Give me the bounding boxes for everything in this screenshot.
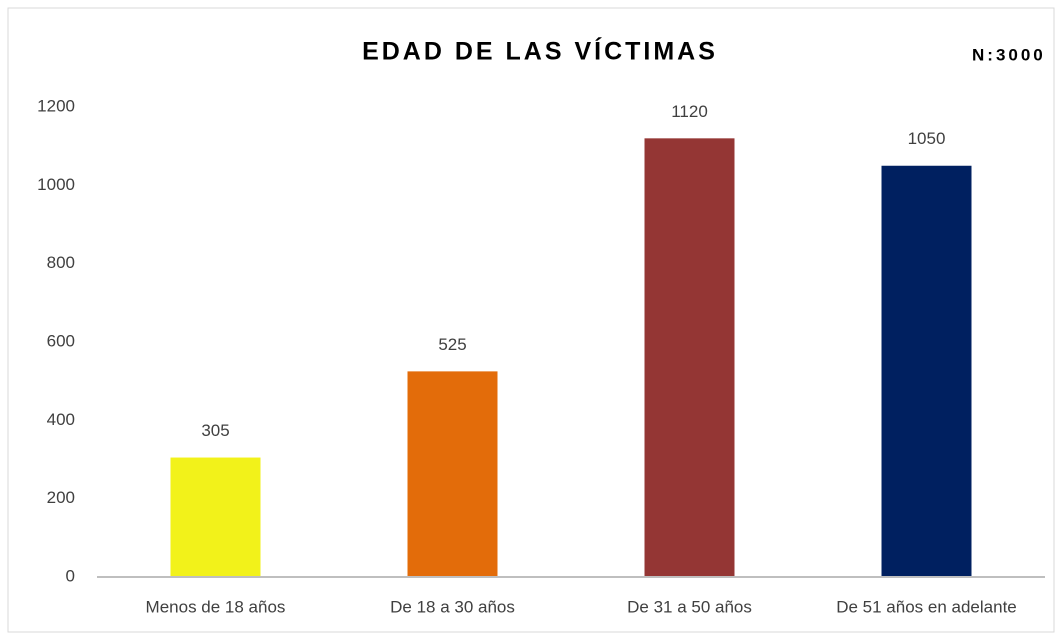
y-tick-label: 600	[47, 331, 75, 350]
value-label: 305	[201, 421, 229, 440]
y-tick-label: 800	[47, 253, 75, 272]
value-label: 525	[438, 335, 466, 354]
y-tick-label: 200	[47, 488, 75, 507]
chart-title: EDAD DE LAS VÍCTIMAS	[362, 37, 718, 66]
value-label: 1050	[908, 129, 946, 148]
bar	[407, 371, 498, 577]
x-tick-label: De 31 a 50 años	[627, 597, 752, 616]
x-tick-label: Menos de 18 años	[146, 597, 286, 616]
value-label: 1120	[671, 102, 708, 121]
x-tick-label: De 18 a 30 años	[390, 597, 515, 616]
bar	[170, 457, 261, 577]
bar	[644, 138, 735, 578]
y-tick-label: 1200	[37, 96, 75, 115]
x-tick-label: De 51 años en adelante	[836, 597, 1017, 616]
bar	[881, 165, 972, 577]
y-tick-label: 400	[47, 410, 75, 429]
y-tick-label: 0	[66, 566, 75, 585]
sample-size: N:3000	[972, 45, 1046, 64]
y-tick-label: 1000	[37, 175, 75, 194]
